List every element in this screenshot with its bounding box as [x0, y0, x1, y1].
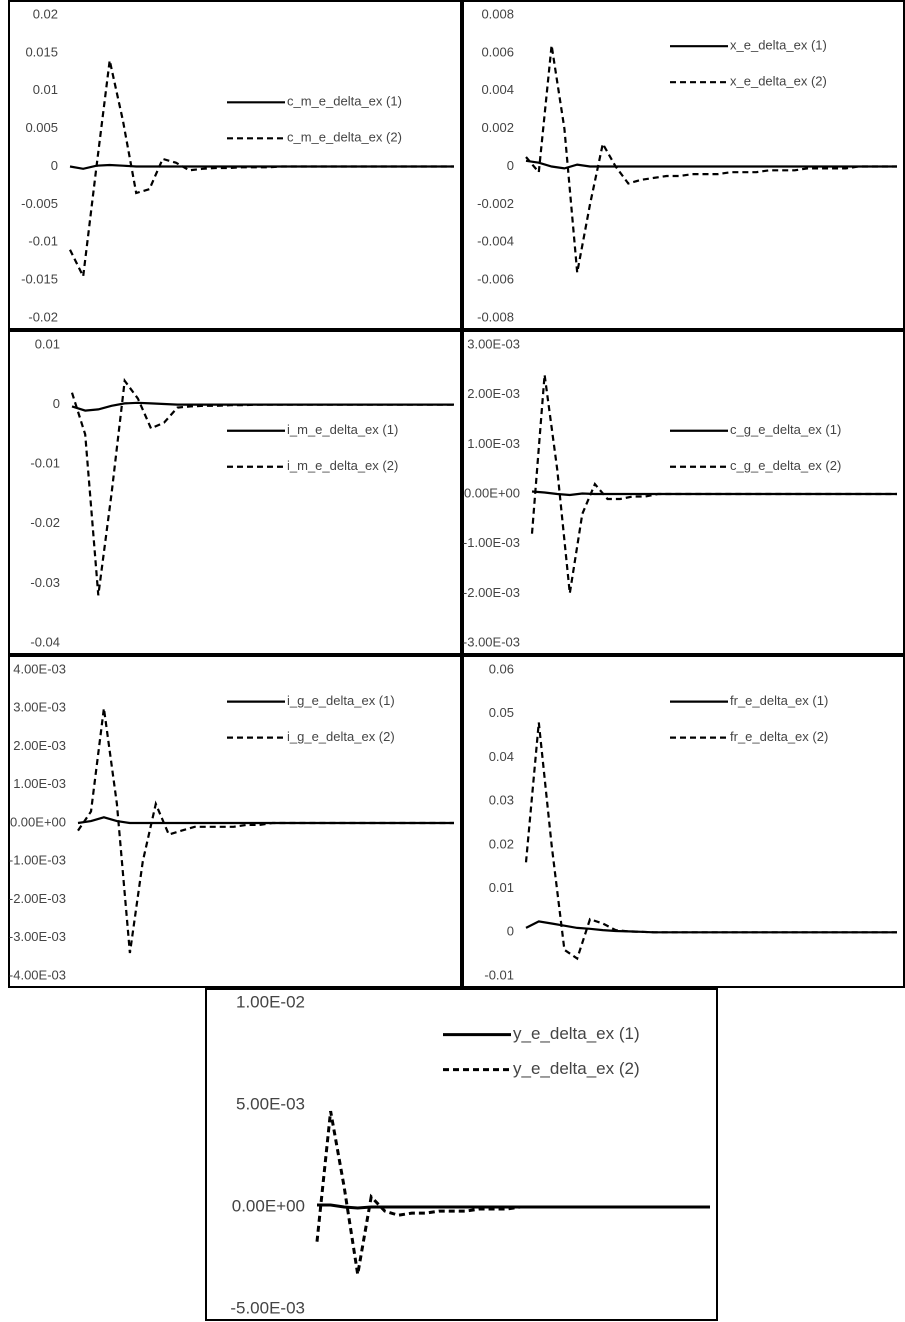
- panel-border: [205, 988, 718, 1321]
- legend-label: x_e_delta_ex (2): [730, 74, 827, 89]
- y-tick-label: 3.00E-03: [13, 700, 66, 715]
- panel: 0.01 0 -0.01 -0.02 -0.03 -0.04 i_m_e_delta_ex …: [8, 330, 462, 655]
- legend-label: i_g_e_delta_ex (2): [287, 729, 395, 744]
- line-series: [70, 377, 454, 596]
- y-tick-label: -0.002: [477, 196, 514, 211]
- y-tick-label: 0.015: [25, 44, 58, 59]
- y-tick-label: 0.006: [481, 44, 514, 59]
- y-tick-label: 0.008: [481, 6, 514, 21]
- y-tick-label: -0.01: [28, 234, 58, 249]
- y-tick-label: -1.00E-03: [9, 853, 66, 868]
- y-tick-label: -5.00E-03: [230, 1298, 305, 1317]
- panel-border: [8, 655, 462, 988]
- line-series: [77, 708, 454, 954]
- line-series: [525, 45, 897, 273]
- legend-label: c_g_e_delta_ex (1): [730, 422, 841, 437]
- panel: 0.008 0.006 0.004 0.002 0 -0.002 -0.004 -0.006 -…: [462, 0, 905, 330]
- y-tick-label: 1.00E-03: [13, 776, 66, 791]
- line-series: [69, 60, 454, 281]
- y-tick-label: 0.02: [33, 6, 58, 21]
- y-tick-label: 1.00E-03: [467, 436, 520, 451]
- y-tick-label: -0.03: [30, 575, 60, 590]
- legend-label: i_m_e_delta_ex (2): [287, 458, 398, 473]
- line-series: [524, 722, 897, 961]
- y-tick-label: -3.00E-03: [463, 634, 520, 649]
- y-tick-label: 0.02: [489, 836, 514, 851]
- y-tick-label: 4.00E-03: [13, 661, 66, 676]
- y-tick-label: 0.03: [489, 793, 514, 808]
- y-tick-label: 0.01: [489, 880, 514, 895]
- y-tick-label: -2.00E-03: [9, 891, 66, 906]
- panel-border: [462, 0, 905, 330]
- y-tick-label: 0.05: [489, 705, 514, 720]
- y-tick-label: -0.008: [477, 309, 514, 324]
- legend-label: fr_e_delta_ex (1): [730, 693, 828, 708]
- y-tick-label: -0.02: [30, 515, 60, 530]
- y-tick-label: 3.00E-03: [467, 336, 520, 351]
- legend-label: i_g_e_delta_ex (1): [287, 693, 395, 708]
- y-tick-label: -0.015: [21, 272, 58, 287]
- panel: 0.02 0.015 0.01 0.005 0 -0.005 -0.01 -0.015 -0.0…: [8, 0, 462, 330]
- legend-label: c_m_e_delta_ex (1): [287, 94, 402, 109]
- y-tick-label: 0.01: [35, 336, 60, 351]
- y-tick-label: -1.00E-03: [463, 535, 520, 550]
- y-tick-label: 0.004: [481, 82, 514, 97]
- panel-border: [462, 655, 905, 988]
- y-tick-label: 5.00E-03: [236, 1094, 305, 1113]
- legend-label: x_e_delta_ex (1): [730, 38, 827, 53]
- line-series: [71, 401, 454, 412]
- panel: 1.00E-02 5.00E-03 0.00E+00 -5.00E-03 y_e_del…: [205, 988, 718, 1321]
- y-tick-label: 0.002: [481, 120, 514, 135]
- y-tick-label: 2.00E-03: [13, 738, 66, 753]
- y-tick-label: -0.005: [21, 196, 58, 211]
- legend-label: fr_e_delta_ex (2): [730, 729, 828, 744]
- y-tick-label: -0.004: [477, 234, 514, 249]
- y-tick-label: -0.04: [30, 634, 60, 649]
- y-tick-label: -0.01: [484, 967, 514, 982]
- y-tick-label: 0.00E+00: [10, 814, 66, 829]
- y-tick-label: 0.00E+00: [464, 485, 520, 500]
- line-series: [530, 374, 897, 594]
- y-tick-label: -0.006: [477, 272, 514, 287]
- legend-label: y_e_delta_ex (2): [513, 1059, 640, 1078]
- line-series: [525, 920, 897, 934]
- y-tick-label: -4.00E-03: [9, 967, 66, 982]
- y-tick-label: 0.005: [25, 120, 58, 135]
- y-tick-label: 0: [53, 396, 60, 411]
- line-series: [77, 816, 454, 825]
- y-tick-label: -0.01: [30, 456, 60, 471]
- panel: 3.00E-03 2.00E-03 1.00E-03 0.00E+00 -1.00E-0…: [462, 330, 905, 655]
- panel: 0.06 0.05 0.04 0.03 0.02 0.01 0 -0.01 fr_e_delta…: [462, 655, 905, 988]
- y-tick-label: 0.01: [33, 82, 58, 97]
- line-series: [531, 490, 897, 497]
- panel: 4.00E-03 3.00E-03 2.00E-03 1.00E-03 0.00E+00…: [8, 655, 462, 988]
- legend-label: y_e_delta_ex (1): [513, 1024, 640, 1043]
- y-tick-label: 0.06: [489, 661, 514, 676]
- y-tick-label: 0: [51, 158, 58, 173]
- y-tick-label: -0.02: [28, 309, 58, 324]
- line-series: [525, 159, 897, 170]
- legend-label: i_m_e_delta_ex (1): [287, 422, 398, 437]
- y-tick-label: 0: [507, 158, 514, 173]
- panel-border: [462, 330, 905, 655]
- panel-border: [8, 330, 462, 655]
- y-tick-label: -2.00E-03: [463, 585, 520, 600]
- y-tick-label: 0: [507, 924, 514, 939]
- y-tick-label: 0.04: [489, 749, 514, 764]
- y-tick-label: 1.00E-02: [236, 992, 305, 1011]
- legend-label: c_g_e_delta_ex (2): [730, 458, 841, 473]
- legend-label: c_m_e_delta_ex (2): [287, 130, 402, 145]
- y-tick-label: 0.00E+00: [232, 1196, 305, 1215]
- line-series: [315, 1110, 710, 1275]
- panel-border: [8, 0, 462, 330]
- y-tick-label: 2.00E-03: [467, 386, 520, 401]
- y-tick-label: -3.00E-03: [9, 929, 66, 944]
